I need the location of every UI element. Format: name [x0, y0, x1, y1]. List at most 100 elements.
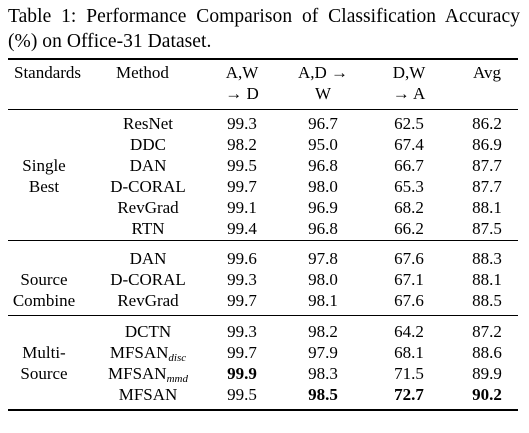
- method-subscript: mmd: [166, 373, 188, 385]
- value-v2: 97.9: [308, 343, 338, 362]
- method-name: DCTN: [125, 322, 171, 342]
- value-v3: 67.4: [394, 135, 424, 154]
- value-avg: 88.1: [472, 198, 502, 217]
- method-name: DAN: [130, 249, 167, 269]
- header-rule: [8, 109, 518, 110]
- value-v2: 98.0: [308, 270, 338, 289]
- group-rule-2: [8, 315, 518, 316]
- header-col1-line1: A,W: [225, 63, 259, 82]
- value-v2: 96.7: [308, 114, 338, 133]
- value-v3: 67.1: [394, 270, 424, 289]
- value-avg: 87.7: [472, 156, 502, 175]
- value-v1: 99.7: [227, 291, 257, 310]
- value-v2: 96.9: [308, 198, 338, 217]
- method-label: DCTN: [124, 322, 172, 341]
- group-label: Multi-: [22, 343, 66, 362]
- value-v3: 72.7: [394, 385, 424, 404]
- value-v1: 99.6: [227, 249, 257, 268]
- table-caption: Table 1: Performance Comparison of Class…: [8, 6, 520, 52]
- value-avg: 87.2: [472, 322, 502, 341]
- value-v3: 67.6: [394, 291, 424, 310]
- value-v3: 62.5: [394, 114, 424, 133]
- value-avg: 88.6: [472, 343, 502, 362]
- group-label: Source: [20, 270, 68, 289]
- value-v3: 68.1: [394, 343, 424, 362]
- method-subscript: disc: [168, 352, 187, 364]
- value-v3: 64.2: [394, 322, 424, 341]
- method-label: RevGrad: [117, 291, 179, 310]
- group-label: Best: [28, 177, 60, 196]
- method-label: ResNet: [122, 114, 174, 133]
- method-label: DDC: [130, 135, 166, 154]
- value-avg: 86.2: [472, 114, 502, 133]
- method-name: DDC: [130, 135, 166, 155]
- value-v1: 99.9: [227, 364, 257, 383]
- value-v1: 99.1: [227, 198, 257, 217]
- header-col3-line2: → A: [392, 84, 426, 103]
- method-name: D-CORAL: [110, 270, 186, 290]
- header-col3-line1: D,W: [392, 63, 426, 82]
- method-label: RTN: [131, 219, 165, 238]
- value-avg: 88.5: [472, 291, 502, 310]
- header-col1-line2: → D: [225, 84, 259, 103]
- group-label: Single: [22, 156, 66, 175]
- value-v3: 66.7: [394, 156, 424, 175]
- method-name: RevGrad: [117, 291, 178, 311]
- header-avg: Avg: [472, 63, 502, 82]
- method-name: MFSANdisc: [110, 343, 186, 368]
- value-avg: 86.9: [472, 135, 502, 154]
- value-v2: 98.0: [308, 177, 338, 196]
- top-rule: [8, 58, 518, 60]
- method-name: RevGrad: [117, 198, 178, 218]
- value-avg: 88.3: [472, 249, 502, 268]
- method-label: MFSAN: [109, 343, 169, 362]
- value-v2: 96.8: [308, 219, 338, 238]
- value-v1: 99.3: [227, 270, 257, 289]
- method-label: D-CORAL: [110, 177, 186, 196]
- method-label: DAN: [129, 156, 167, 175]
- value-v1: 99.7: [227, 343, 257, 362]
- header-standards: Standards: [14, 63, 82, 82]
- value-v1: 99.5: [227, 385, 257, 404]
- method-label: DAN: [129, 249, 167, 268]
- value-v1: 99.3: [227, 114, 257, 133]
- value-v3: 67.6: [394, 249, 424, 268]
- method-label: MFSAN: [108, 364, 167, 383]
- value-v3: 66.2: [394, 219, 424, 238]
- method-label: D-CORAL: [110, 270, 186, 289]
- header-method: Method: [116, 63, 169, 82]
- value-v2: 95.0: [308, 135, 338, 154]
- value-v2: 98.2: [308, 322, 338, 341]
- value-v2: 96.8: [308, 156, 338, 175]
- value-v2: 97.8: [308, 249, 338, 268]
- method-name: ResNet: [123, 114, 173, 134]
- value-v1: 99.3: [227, 322, 257, 341]
- group-label: Combine: [12, 291, 76, 310]
- value-v3: 68.2: [394, 198, 424, 217]
- header-col2-line1: A,D →: [297, 63, 349, 82]
- method-label: MFSAN: [118, 385, 178, 404]
- value-v1: 99.7: [227, 177, 257, 196]
- value-v2: 98.5: [308, 385, 338, 404]
- group-label: Source: [20, 364, 68, 383]
- value-avg: 90.2: [472, 385, 502, 404]
- bottom-rule: [8, 409, 518, 411]
- value-v1: 99.5: [227, 156, 257, 175]
- method-name: MFSANmmd: [108, 364, 188, 389]
- value-v2: 98.3: [308, 364, 338, 383]
- value-avg: 87.5: [472, 219, 502, 238]
- method-name: MFSAN: [119, 385, 178, 405]
- value-v3: 65.3: [394, 177, 424, 196]
- value-v1: 99.4: [227, 219, 257, 238]
- value-v2: 98.1: [308, 291, 338, 310]
- value-v3: 71.5: [394, 364, 424, 383]
- value-v1: 98.2: [227, 135, 257, 154]
- group-rule-1: [8, 240, 518, 241]
- method-name: DAN: [130, 156, 167, 176]
- header-col2-line2: W: [314, 84, 332, 103]
- method-label: RevGrad: [117, 198, 179, 217]
- method-name: RTN: [132, 219, 165, 239]
- value-avg: 88.1: [472, 270, 502, 289]
- value-avg: 87.7: [472, 177, 502, 196]
